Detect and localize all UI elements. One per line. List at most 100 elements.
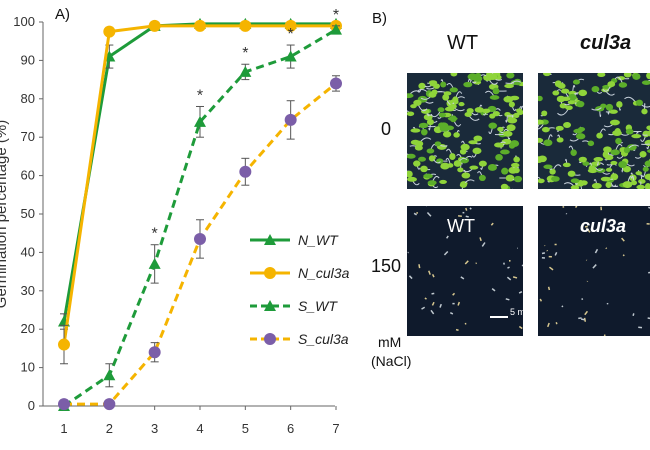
seedling-leaf: [610, 160, 618, 165]
data-point-S_cul3a: [239, 165, 252, 178]
seedling-leaf: [560, 88, 570, 94]
seedling-leaf: [442, 131, 452, 138]
y-tick-label: 20: [21, 321, 35, 336]
seed: [603, 334, 606, 336]
seedling-leaf: [591, 161, 601, 166]
seed: [549, 266, 554, 271]
seedlings-wt-150: [407, 206, 523, 331]
seed: [426, 211, 432, 217]
seedling-leaf: [506, 124, 516, 132]
y-tick-label: 10: [21, 360, 35, 375]
photo-inner-label-wt: WT: [447, 216, 475, 236]
seed: [541, 252, 546, 255]
seedling-leaf: [508, 101, 515, 108]
seedling-leaf: [513, 112, 520, 119]
seedling-leaf: [638, 179, 646, 184]
seedling-leaf: [438, 112, 447, 118]
seedling-leaf: [570, 178, 580, 184]
seedling-leaf: [449, 153, 456, 161]
seedling-leaf: [570, 185, 580, 189]
seedling-leaf: [449, 115, 457, 123]
legend-label-N_cul3a: N_cul3a: [298, 265, 350, 281]
seed: [518, 290, 523, 294]
legend-marker: [264, 333, 276, 345]
seedling-leaf: [609, 119, 620, 126]
seed: [464, 260, 469, 265]
seedling-leaf: [552, 90, 560, 96]
series-line-N_cul3a: [62, 24, 336, 345]
seedling-leaf: [605, 103, 614, 111]
seedling-leaf: [588, 165, 596, 171]
photo-wt-0mm: [407, 73, 523, 189]
seedling-leaf: [636, 184, 646, 189]
seedling-leaf: [605, 167, 613, 172]
seedling-leaf: [426, 119, 434, 126]
seed: [430, 309, 435, 315]
seedling-leaf: [501, 167, 509, 175]
seed: [574, 206, 578, 209]
seedling-leaf: [469, 165, 479, 170]
seedling-leaf: [543, 73, 551, 77]
seedling-leaf: [434, 141, 442, 147]
seedling-leaf: [449, 87, 459, 93]
seedling-leaf: [463, 81, 473, 88]
seedling-leaf: [625, 128, 634, 135]
seedling-leaf: [605, 181, 612, 188]
seedling-leaf: [551, 176, 560, 182]
germination-chart: 0 10 20 30 40 50 60 70 80 90 100 1 2 3 4 5 6 7 Germination…: [0, 7, 350, 436]
seedling-leaf: [472, 147, 482, 155]
x-tick-label: 4: [196, 421, 203, 436]
row-label-150: 150: [371, 256, 402, 276]
seedling-leaf: [570, 149, 577, 156]
seedling-leaf: [439, 179, 447, 184]
y-tick-label: 60: [21, 168, 35, 183]
seed: [428, 270, 431, 275]
seedling-leaf: [597, 73, 606, 78]
seedling-leaf: [427, 180, 437, 186]
seedling-leaf: [407, 170, 413, 178]
seedling-leaf: [420, 128, 428, 136]
seedling-leaf: [500, 149, 510, 155]
seedling-leaf: [596, 132, 603, 139]
seedling-leaf: [506, 73, 515, 79]
data-point-S_WT: [330, 23, 342, 35]
seedling-leaf: [644, 173, 650, 180]
significance-mark: *: [197, 87, 203, 104]
seedling-leaf: [573, 128, 583, 134]
seedling-leaf: [418, 122, 429, 129]
seedling-root: [641, 143, 650, 145]
seed: [431, 301, 435, 306]
seedling-leaf: [497, 126, 504, 132]
seedling-leaf: [568, 93, 577, 101]
seedling-leaf: [641, 80, 650, 85]
seedling-leaf: [538, 178, 545, 184]
seed: [539, 298, 543, 302]
seed: [585, 227, 591, 233]
seed: [622, 254, 625, 257]
seed: [446, 235, 449, 239]
seedling-leaf: [646, 125, 650, 131]
seedling-leaf: [610, 149, 620, 156]
legend-label-S_cul3a: S_cul3a: [298, 331, 349, 347]
y-tick-label: 80: [21, 91, 35, 106]
seedling-leaf: [600, 176, 611, 182]
seedling-leaf: [420, 165, 428, 173]
seedling-leaf: [429, 82, 436, 87]
seedling-leaf: [478, 174, 486, 182]
row-label-0: 0: [381, 119, 392, 139]
seed: [546, 249, 549, 252]
seedling-leaf: [578, 89, 588, 97]
significance-mark: *: [242, 45, 248, 62]
seed: [443, 250, 449, 256]
seed: [490, 222, 494, 226]
seedling-leaf: [444, 106, 455, 112]
seedling-leaf: [639, 151, 647, 158]
seedling-leaf: [563, 121, 572, 129]
column-header-cul3a: cul3a: [580, 32, 632, 54]
seedling-leaf: [461, 172, 471, 179]
seed: [469, 207, 472, 210]
seed: [547, 286, 551, 291]
seed: [465, 215, 469, 218]
seedling-leaf: [503, 95, 514, 103]
seedling-leaf: [512, 167, 520, 174]
